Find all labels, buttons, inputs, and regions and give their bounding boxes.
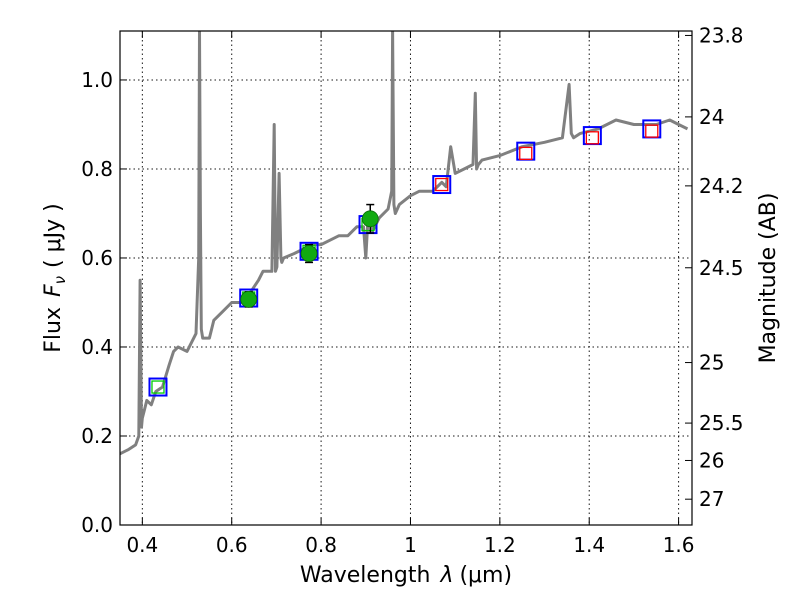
x-tick-label: 1.6 [663, 533, 695, 557]
x-tick-label: 0.8 [305, 533, 337, 557]
y2-tick-label: 26 [699, 448, 724, 472]
model-square-marker [432, 175, 452, 195]
y-tick-label: 0.6 [81, 246, 113, 270]
y-tick-label: 1.0 [81, 68, 113, 92]
flux-point [361, 210, 379, 228]
flux-point [240, 290, 258, 308]
green-square-marker [151, 380, 165, 394]
y-axis-label-subscript: ν [51, 276, 69, 284]
plot-frame [119, 30, 693, 526]
x-tick-label: 1 [404, 533, 417, 557]
spectrum-line [120, 31, 689, 456]
y2-tick-label: 24.2 [699, 174, 744, 198]
y2-tick-label: 24.5 [699, 256, 744, 280]
y-tick-label: 0.2 [81, 424, 113, 448]
red-square-marker [585, 131, 599, 145]
x-axis-label: Wavelength λ (μm) [300, 563, 512, 588]
flux-point [300, 245, 318, 262]
y2-tick-label: 27 [699, 487, 724, 511]
ticks: 0.4 0.6 0.8 1 1.2 1.4 1.6 0.0 0.2 0.4 0.6 0.8 1.0 23.… [81, 23, 743, 557]
y-tick-label: 0.4 [81, 335, 113, 359]
x-tick-label: 0.6 [216, 533, 248, 557]
y-axis-label: Flux Fν ( μJy ) [41, 203, 69, 352]
red-square-marker [519, 146, 533, 161]
data-layer [120, 31, 689, 456]
y2-tick-label: 25 [699, 351, 724, 375]
x-tick-label: 1.2 [484, 533, 516, 557]
red-square-marker [645, 124, 659, 138]
y-tick-label: 0.8 [81, 157, 113, 181]
y-axis-label-unit: ( μJy ) [41, 203, 66, 268]
x-axis-label-unit: (μm) [459, 563, 512, 588]
y-axis-label-symbol: F [41, 284, 66, 297]
x-axis-label-text: Wavelength [300, 563, 431, 588]
model-square-marker [148, 377, 168, 397]
x-tick-label: 0.4 [126, 533, 158, 557]
y2-tick-label: 24 [699, 105, 724, 129]
x-tick-label: 1.4 [573, 533, 605, 557]
red-square-marker [435, 177, 449, 192]
y2-tick-label: 23.8 [699, 23, 744, 47]
y-tick-label: 0.0 [81, 513, 113, 537]
y2-tick-label: 25.5 [699, 411, 744, 435]
y-axis-label-text: Flux [41, 307, 66, 353]
y2-axis-label: Magnitude (AB) [756, 193, 781, 364]
x-axis-label-symbol: λ [439, 563, 453, 588]
